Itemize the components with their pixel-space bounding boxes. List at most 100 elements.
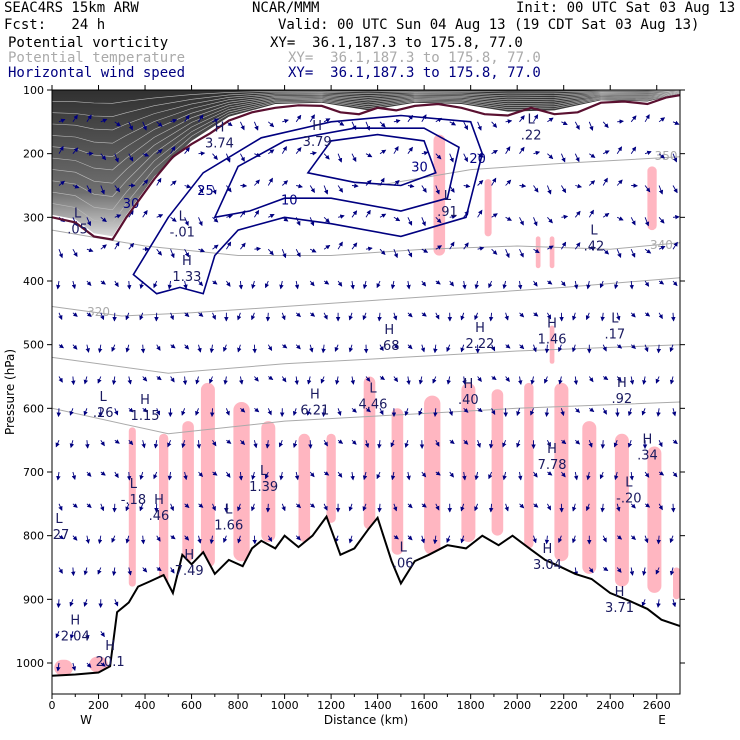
pv-extremum-high-marker: H (182, 254, 192, 269)
wind-vector (516, 408, 521, 417)
wind-vector (376, 280, 381, 289)
wind-vector (86, 217, 92, 227)
wind-vector (449, 280, 454, 287)
wind-vector (100, 118, 108, 123)
wind-vector (533, 185, 539, 193)
wind-vector (379, 408, 384, 416)
x-axis-label: Distance (km) (324, 713, 408, 727)
wind-vector (393, 146, 399, 154)
wind-vector (296, 183, 303, 189)
wind-vector (544, 344, 550, 354)
wind-vector (546, 185, 552, 195)
wind-vector (253, 121, 259, 131)
wind-vector (56, 408, 61, 418)
pv-shade-region (647, 446, 662, 593)
wind-vector (337, 185, 344, 193)
pv-extremum-high-marker: H (643, 432, 653, 447)
wind-vector (310, 248, 317, 253)
wind-vector (86, 312, 92, 317)
wind-vector (488, 471, 493, 480)
wind-vector (321, 344, 326, 354)
pv-shade-region (233, 402, 250, 562)
wind-vector (348, 503, 353, 512)
wind-vector (295, 114, 302, 123)
wind-vector (184, 217, 189, 226)
wind-vector (254, 209, 260, 218)
wind-vector (672, 153, 678, 163)
wind-vector (86, 114, 92, 123)
wind-vector (198, 503, 204, 508)
wind-vector (71, 280, 77, 290)
wind-vector (71, 471, 77, 481)
y-tick-label: 100 (23, 84, 44, 97)
wind-vector (642, 376, 647, 385)
pv-extremum-value: 6.21 (300, 404, 329, 419)
y-tick-label: 400 (23, 275, 44, 288)
wind-vector (658, 440, 663, 448)
wind-vector (599, 471, 604, 480)
wind-vector (184, 114, 190, 123)
pv-shade-region (461, 382, 476, 543)
wind-vector (169, 503, 175, 512)
wind-vector (574, 242, 581, 250)
wind-vector (407, 535, 413, 541)
wind-vector (125, 344, 130, 353)
wind-vector (546, 439, 551, 447)
wind-vector (348, 312, 353, 321)
wind-vector (198, 151, 206, 156)
stratosphere-theta-line (52, 90, 680, 117)
wind-vector (616, 344, 623, 349)
wind-vector (58, 534, 65, 540)
wind-vector (183, 280, 188, 290)
wind-vector (337, 153, 343, 163)
wind-vector (184, 248, 189, 258)
wind-vector (449, 241, 455, 250)
wind-vector (544, 408, 550, 417)
wind-vector (404, 408, 409, 417)
wind-vector (365, 179, 372, 186)
wind-vector (252, 535, 257, 545)
wind-vector (630, 503, 636, 509)
wind-vector (212, 153, 218, 160)
x-tick-label: 600 (181, 699, 202, 712)
wind-vector (502, 471, 507, 481)
pv-extremum-value: 2.04 (61, 630, 90, 645)
wind-vector (58, 249, 63, 259)
wind-vector (282, 343, 288, 349)
pv-extremum-high-marker: H (215, 120, 225, 135)
wind-vector (72, 312, 78, 317)
wind-vector (390, 440, 395, 448)
wind-vector (127, 376, 132, 385)
wind-vector (376, 471, 381, 480)
wind-vector (309, 280, 315, 287)
wind-vector (223, 376, 228, 385)
pv-extremum-low-marker: L (625, 476, 633, 491)
valid-time: Valid: 00 UTC Sun 04 Aug 13 (19 CDT Sat … (278, 17, 700, 33)
wind-vector (251, 503, 256, 512)
wind-vector (505, 343, 511, 349)
wind-vector (627, 440, 633, 448)
pv-extremum-value: -.20 (616, 492, 641, 507)
wind-vector (488, 503, 494, 513)
wind-vector (184, 535, 190, 541)
stratosphere-theta-line (52, 92, 680, 197)
wind-vector (212, 244, 219, 250)
pv-extremum-high-marker: H (70, 614, 80, 629)
wind-vector (128, 439, 134, 446)
wind-vector (156, 149, 163, 155)
x-tick-label: 1000 (271, 699, 299, 712)
wind-vector (309, 471, 315, 478)
wind-vector (435, 439, 440, 447)
wind-vector (573, 471, 579, 481)
wind-vector (602, 212, 610, 218)
wind-vector (614, 280, 619, 290)
pv-extremum-value: 7.49 (175, 564, 204, 579)
wind-vector (323, 153, 330, 160)
wind-vector (237, 344, 242, 353)
wind-vector (111, 344, 116, 352)
wind-vector (602, 177, 608, 186)
west-label: W (80, 713, 92, 727)
wind-vector (463, 121, 469, 131)
wind-vector (658, 245, 666, 251)
wind-vector (351, 153, 357, 162)
